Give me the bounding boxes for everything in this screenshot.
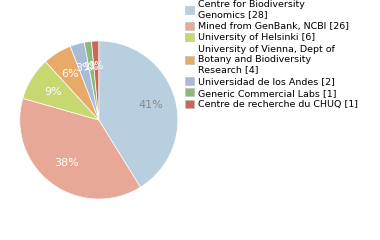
- Legend: Centre for Biodiversity
Genomics [28], Mined from GenBank, NCBI [26], University: Centre for Biodiversity Genomics [28], M…: [185, 0, 358, 109]
- Wedge shape: [92, 41, 99, 120]
- Wedge shape: [84, 41, 99, 120]
- Text: 38%: 38%: [54, 158, 79, 168]
- Text: 3%: 3%: [75, 63, 93, 73]
- Wedge shape: [20, 98, 140, 199]
- Text: 9%: 9%: [44, 87, 62, 97]
- Wedge shape: [46, 46, 99, 120]
- Wedge shape: [99, 41, 178, 187]
- Wedge shape: [23, 62, 99, 120]
- Wedge shape: [70, 42, 99, 120]
- Text: 6%: 6%: [62, 69, 79, 79]
- Text: 41%: 41%: [138, 100, 163, 110]
- Text: 1%: 1%: [89, 61, 104, 71]
- Text: 1%: 1%: [84, 62, 99, 72]
